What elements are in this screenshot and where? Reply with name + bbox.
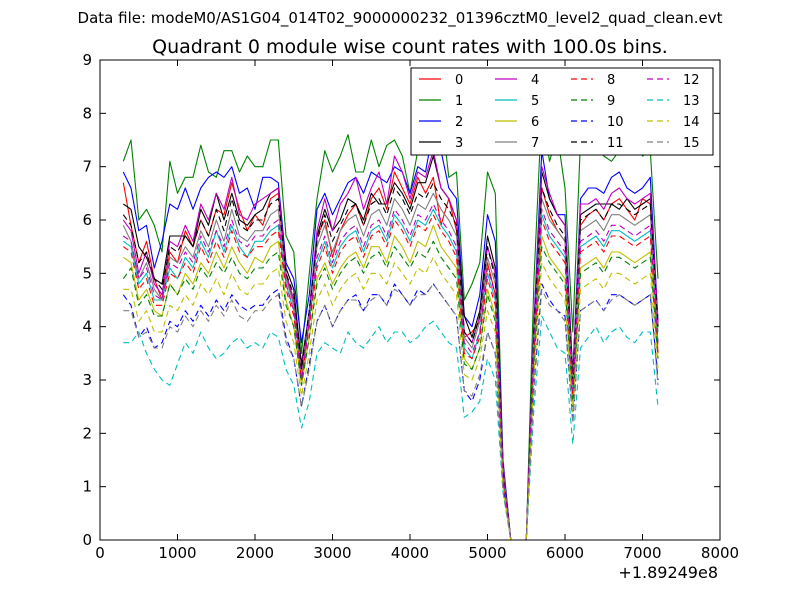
legend-label-3: 3	[455, 136, 463, 151]
legend-label-8: 8	[607, 73, 615, 88]
legend-label-10: 10	[607, 115, 624, 130]
x-tick-label: 1000	[158, 544, 196, 562]
legend-box	[410, 67, 714, 156]
series-line-13	[123, 315, 659, 540]
y-tick-label: 1	[82, 478, 92, 496]
legend-label-7: 7	[531, 136, 539, 151]
x-tick-label: 8000	[701, 544, 739, 562]
y-tick-label: 3	[82, 371, 92, 389]
y-tick-label: 9	[82, 51, 92, 69]
figure-suptitle: Data file: modeM0/AS1G04_014T02_90000002…	[77, 9, 723, 27]
series-line-7	[122, 192, 659, 540]
legend-label-6: 6	[531, 115, 539, 130]
y-tick-label: 7	[82, 158, 92, 176]
series-line-12	[122, 203, 659, 540]
y-tick-label: 8	[82, 104, 92, 122]
series-line-11	[122, 182, 659, 540]
y-tick-label: 4	[82, 318, 92, 336]
series-line-4	[122, 150, 659, 540]
legend-label-5: 5	[531, 94, 539, 109]
y-tick-label: 5	[82, 264, 92, 282]
legend-label-11: 11	[607, 136, 624, 151]
series-group	[122, 107, 659, 540]
x-tick-label: 7000	[623, 544, 661, 562]
x-tick-label: 2000	[236, 544, 274, 562]
legend-label-15: 15	[683, 136, 700, 151]
legend-label-13: 13	[683, 94, 700, 109]
legend-label-2: 2	[455, 115, 463, 130]
legend-label-0: 0	[455, 73, 463, 88]
x-tick-label: 5000	[468, 544, 506, 562]
series-line-14	[123, 256, 659, 540]
y-tick-label: 6	[82, 211, 92, 229]
y-tick-label: 0	[82, 531, 92, 549]
x-tick-label: 0	[95, 544, 105, 562]
chart-title: Quadrant 0 module wise count rates with …	[152, 36, 668, 58]
x-tick-label: 6000	[546, 544, 584, 562]
x-tick-label: 4000	[391, 544, 429, 562]
legend-label-14: 14	[683, 115, 700, 130]
legend-label-1: 1	[455, 94, 463, 109]
x-axis-offset-label: +1.89249e8	[618, 563, 718, 582]
legend-label-12: 12	[683, 73, 700, 88]
series-line-15	[123, 283, 659, 540]
legend-label-9: 9	[607, 94, 615, 109]
y-tick-label: 2	[82, 424, 92, 442]
legend-label-4: 4	[531, 73, 539, 88]
series-line-9	[122, 240, 659, 540]
x-tick-label: 3000	[313, 544, 351, 562]
